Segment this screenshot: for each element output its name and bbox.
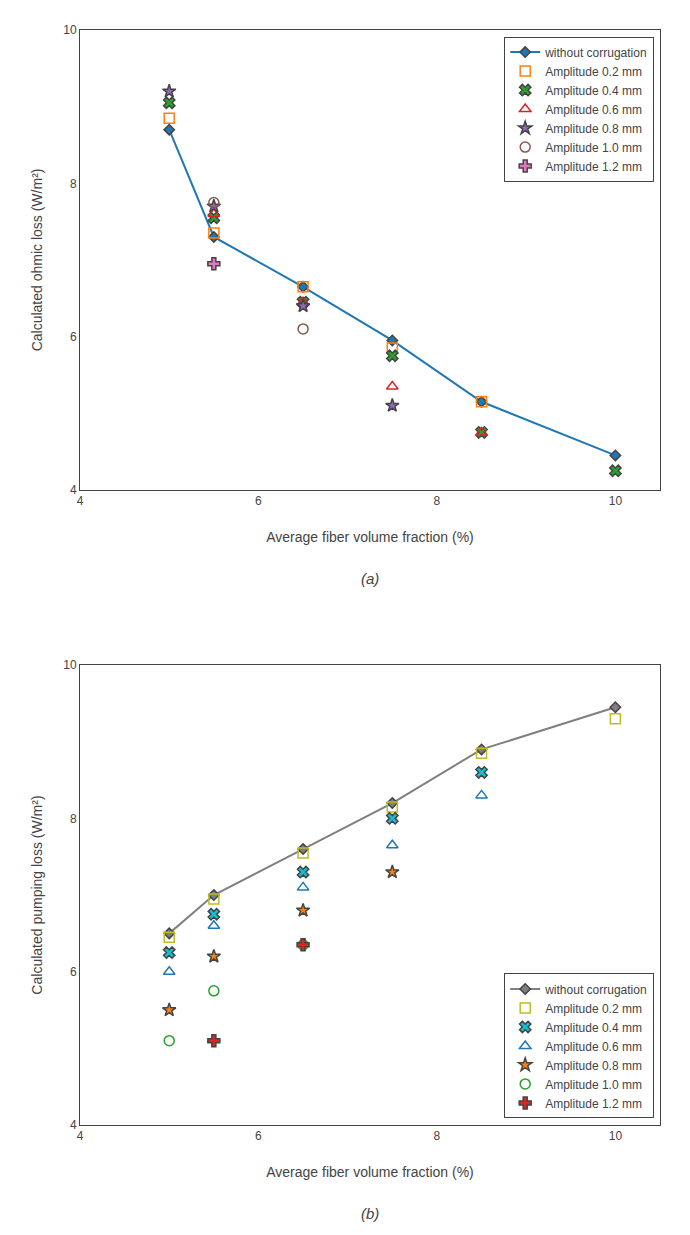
svg-text:4: 4	[70, 483, 77, 497]
svg-text:Amplitude 0.8 mm: Amplitude 0.8 mm	[545, 122, 642, 136]
svg-text:6: 6	[70, 965, 77, 979]
svg-text:4: 4	[70, 1118, 77, 1132]
svg-text:Amplitude 0.4 mm: Amplitude 0.4 mm	[545, 84, 642, 98]
svg-text:Amplitude 0.2 mm: Amplitude 0.2 mm	[545, 65, 642, 79]
svg-text:Amplitude 0.2 mm: Amplitude 0.2 mm	[545, 1002, 642, 1016]
svg-text:10: 10	[63, 23, 77, 37]
svg-text:8: 8	[434, 1129, 441, 1143]
svg-text:Amplitude 0.4 mm: Amplitude 0.4 mm	[545, 1021, 642, 1035]
svg-text:6: 6	[255, 494, 262, 508]
svg-text:4: 4	[77, 1129, 84, 1143]
svg-text:Calculated pumping loss (W/m²): Calculated pumping loss (W/m²)	[29, 795, 45, 994]
svg-text:6: 6	[255, 1129, 262, 1143]
svg-text:Amplitude 1.2 mm: Amplitude 1.2 mm	[545, 1097, 642, 1111]
svg-text:without corrugation: without corrugation	[544, 983, 646, 997]
svg-text:10: 10	[609, 1129, 623, 1143]
svg-text:10: 10	[63, 658, 77, 672]
svg-text:Amplitude 0.6 mm: Amplitude 0.6 mm	[545, 1040, 642, 1054]
svg-text:without corrugation: without corrugation	[544, 46, 646, 60]
svg-text:Amplitude 0.6 mm: Amplitude 0.6 mm	[545, 103, 642, 117]
svg-text:Amplitude 0.8 mm: Amplitude 0.8 mm	[545, 1059, 642, 1073]
svg-text:(a): (a)	[361, 570, 379, 587]
svg-text:Average fiber volume fraction: Average fiber volume fraction (%)	[266, 1164, 474, 1180]
svg-text:Amplitude 1.0 mm: Amplitude 1.0 mm	[545, 141, 642, 155]
svg-text:Amplitude 1.0 mm: Amplitude 1.0 mm	[545, 1078, 642, 1092]
svg-text:8: 8	[70, 177, 77, 191]
svg-text:10: 10	[609, 494, 623, 508]
svg-text:Calculated ohmic loss (W/m²): Calculated ohmic loss (W/m²)	[29, 169, 45, 352]
svg-text:6: 6	[70, 330, 77, 344]
svg-text:(b): (b)	[361, 1205, 379, 1222]
svg-text:Average fiber volume fraction: Average fiber volume fraction (%)	[266, 529, 474, 545]
svg-text:8: 8	[434, 494, 441, 508]
svg-text:4: 4	[77, 494, 84, 508]
svg-text:8: 8	[70, 812, 77, 826]
svg-text:Amplitude 1.2 mm: Amplitude 1.2 mm	[545, 160, 642, 174]
